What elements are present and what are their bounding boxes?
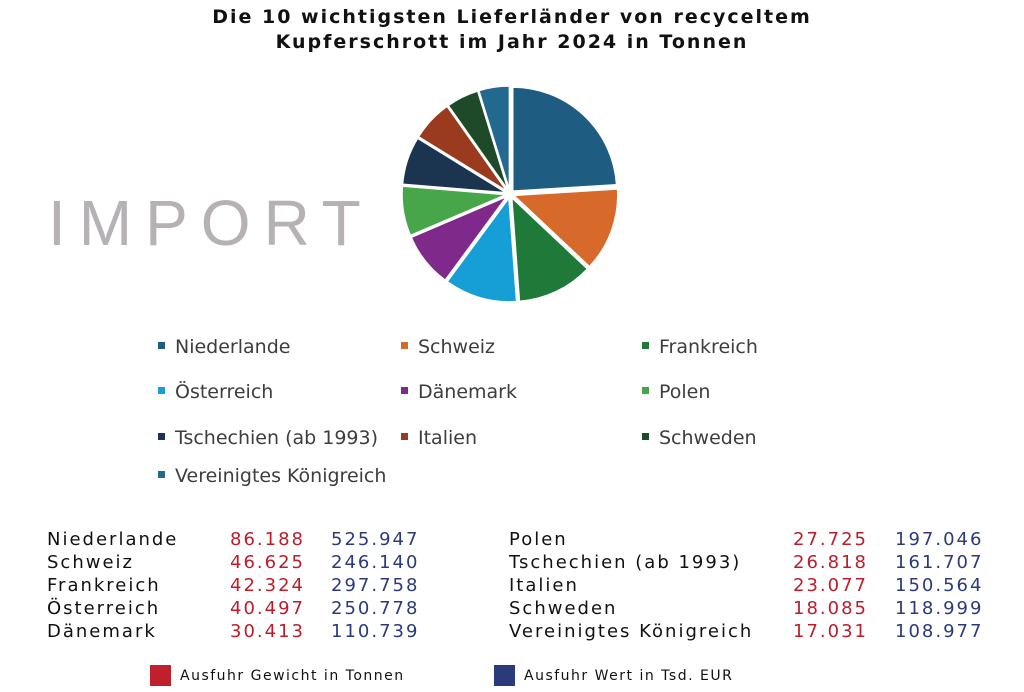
pie-slice-frankreich [510,195,589,303]
table-country: Polen [509,529,568,550]
table-weight: 86.188 [230,529,305,550]
table-country: Vereinigtes Königreich [509,621,754,642]
legend-item: Tschechien (ab 1993) [158,427,378,449]
table-weight: 46.625 [230,552,305,573]
legend-item: Niederlande [158,336,290,358]
chart-title-line-1: Die 10 wichtigsten Lieferländer von recy… [212,6,812,28]
table-country: Niederlande [47,529,179,550]
legend-label: Niederlande [175,336,291,358]
legend-label: Vereinigtes Königreich [175,465,387,487]
legend-swatch [401,433,408,440]
legend-swatch [158,342,165,349]
table-country: Schweden [509,598,618,619]
pie-slice-schweden [447,90,509,191]
legend-label: Tschechien (ab 1993) [175,427,378,449]
table-weight: 30.413 [230,621,305,642]
table-value: 161.707 [895,552,984,573]
legend-item: Schweiz [401,336,495,358]
table-value: 525.947 [331,529,420,550]
table-value: 246.140 [331,552,420,573]
legend-swatch [642,342,649,349]
legend-label: Schweiz [418,336,496,358]
legend-swatch [642,387,649,394]
table-weight: 18.085 [793,598,868,619]
legend-swatch [158,433,165,440]
table-value: 197.046 [895,529,984,550]
table-weight: 17.031 [793,621,868,642]
legend-label: Schweden [659,427,757,449]
table-weight: 23.077 [793,575,868,596]
legend-item: Italien [401,427,477,449]
table-country: Österreich [47,598,161,619]
import-label: IMPORT [48,187,374,259]
table-country: Frankreich [47,575,161,596]
legend-swatch [401,342,408,349]
legend-item: Frankreich [642,336,758,358]
pie-slice-vereinigtes-königreich [477,85,511,191]
value-legend-swatch [494,665,515,686]
table-value: 250.778 [331,598,420,619]
legend-item: Polen [642,381,710,403]
pie-slice-niederlande [511,86,618,192]
legend-swatch [158,387,165,394]
weight-legend-swatch [150,665,171,686]
pie-slice-italien [417,105,508,192]
table-value: 150.564 [895,575,984,596]
pie-slice-österreich [446,195,518,303]
table-weight: 27.725 [793,529,868,550]
legend-label: Österreich [175,381,274,403]
table-weight: 26.818 [793,552,868,573]
table-weight: 40.497 [230,598,305,619]
legend-label: Polen [659,381,711,403]
weight-legend-label: Ausfuhr Gewicht in Tonnen [180,668,405,684]
legend-item: Vereinigtes Königreich [158,465,386,487]
legend-swatch [642,433,649,440]
chart-title-line-2: Kupferschrott im Jahr 2024 in Tonnen [275,31,749,53]
table-country: Italien [509,575,579,596]
legend-swatch [158,471,165,478]
legend-item: Österreich [158,381,273,403]
pie-slice-tschechien-ab-1993 [401,137,507,194]
value-legend-label: Ausfuhr Wert in Tsd. EUR [524,668,734,684]
legend-label: Italien [418,427,477,449]
pie-slice-schweiz [511,188,619,268]
table-value: 108.977 [895,621,984,642]
table-value: 297.758 [331,575,420,596]
table-weight: 42.324 [230,575,305,596]
legend-label: Dänemark [418,381,517,403]
pie-slice-polen [401,185,507,237]
pie-slice-dänemark [410,194,510,282]
legend-swatch [401,387,408,394]
table-value: 110.739 [331,621,420,642]
table-country: Tschechien (ab 1993) [509,552,742,573]
legend-label: Frankreich [659,336,758,358]
pie-chart [401,85,619,303]
table-country: Dänemark [47,621,157,642]
legend-item: Dänemark [401,381,517,403]
table-value: 118.999 [895,598,984,619]
legend-item: Schweden [642,427,757,449]
table-country: Schweiz [47,552,134,573]
